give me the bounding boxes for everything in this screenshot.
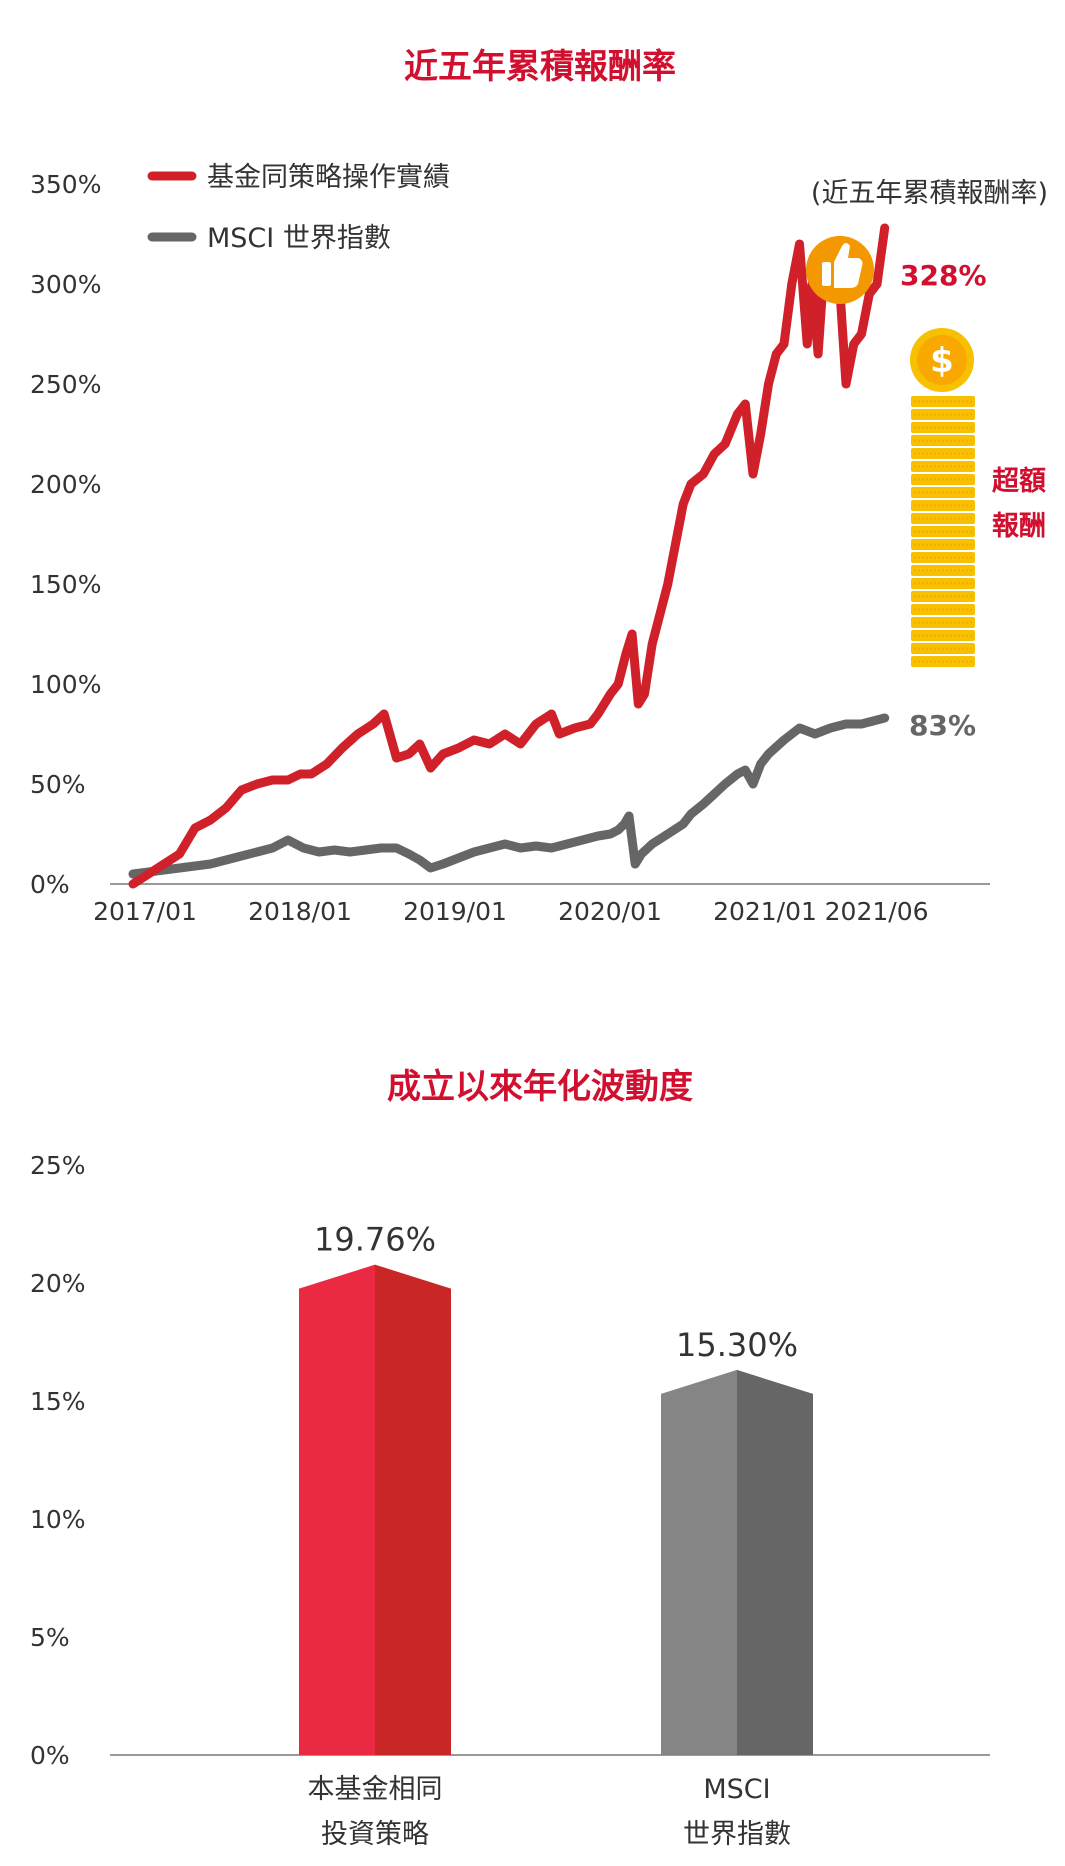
line-series-msci [128, 713, 890, 879]
dollar-coin-icon: $ [910, 328, 974, 392]
line-x-tick-label: 2019/01 [403, 897, 507, 926]
line-x-tick-label: 2018/01 [248, 897, 352, 926]
excess-return-label-2: 報酬 [992, 511, 1046, 542]
bar-category-msci-line1: MSCI [703, 1774, 770, 1805]
end-label-msci: 83% [909, 709, 976, 742]
bar-y-tick-label: 20% [30, 1269, 86, 1298]
line-y-tick-label: 350% [30, 170, 101, 199]
line-legend: 基金同策略操作實績 MSCI 世界指數 [147, 162, 450, 254]
line-x-axis: 2017/01 2018/01 2019/01 2020/01 2021/01 2021/… [93, 897, 928, 926]
line-y-tick-label: 0% [30, 870, 70, 899]
bar-value-label-fund: 19.76% [314, 1221, 436, 1259]
svg-text:$: $ [930, 341, 954, 381]
line-x-tick-label: 2020/01 [558, 897, 662, 926]
bar-y-tick-label: 10% [30, 1505, 86, 1534]
thumbs-up-icon [806, 236, 874, 304]
bar-msci-front [661, 1369, 737, 1755]
line-chart: 近五年累積報酬率 0% 50% 100% 150% 200% 250% 300% 350% 2… [30, 47, 1048, 926]
line-y-tick-label: 250% [30, 370, 101, 399]
bar-chart-title: 成立以來年化波動度 [387, 1067, 693, 1107]
bar-fund-side [375, 1264, 451, 1755]
bar-y-tick-label: 5% [30, 1623, 70, 1652]
bar-fund-front [299, 1264, 375, 1755]
bar-category-fund-line1: 本基金相同 [308, 1774, 443, 1805]
line-chart-title: 近五年累積報酬率 [404, 47, 676, 87]
bar-category-fund-line2: 投資策略 [321, 1819, 429, 1850]
line-y-tick-label: 50% [30, 770, 86, 799]
line-x-tick-label: 2021/06 [825, 897, 929, 926]
bar-msci-side [737, 1369, 813, 1755]
line-series-fund [128, 223, 890, 889]
legend-label-fund: 基金同策略操作實績 [207, 162, 450, 193]
bar-chart: 成立以來年化波動度 0% 5% 10% 15% 20% 25% 19.76% 15.30%… [30, 1067, 990, 1850]
bar-y-tick-label: 25% [30, 1151, 86, 1180]
line-y-tick-label: 150% [30, 570, 101, 599]
bar-category-msci-line2: 世界指數 [683, 1819, 791, 1850]
line-y-tick-label: 200% [30, 470, 101, 499]
excess-return-label-1: 超額 [992, 466, 1046, 497]
excess-return-coin-stack [911, 396, 975, 667]
line-y-axis: 0% 50% 100% 150% 200% 250% 300% 350% [30, 170, 101, 899]
line-x-tick-label: 2017/01 [93, 897, 197, 926]
chart-note: (近五年累積報酬率) [811, 178, 1048, 209]
bar-value-label-msci: 15.30% [676, 1326, 798, 1364]
line-y-tick-label: 100% [30, 670, 101, 699]
bar-y-tick-label: 0% [30, 1741, 70, 1770]
bar-y-axis: 0% 5% 10% 15% 20% 25% [30, 1151, 86, 1770]
end-label-fund: 328% [900, 259, 987, 292]
line-y-tick-label: 300% [30, 270, 101, 299]
line-x-tick-label: 2021/01 [713, 897, 817, 926]
legend-label-msci: MSCI 世界指數 [207, 223, 391, 254]
bar-y-tick-label: 15% [30, 1387, 86, 1416]
